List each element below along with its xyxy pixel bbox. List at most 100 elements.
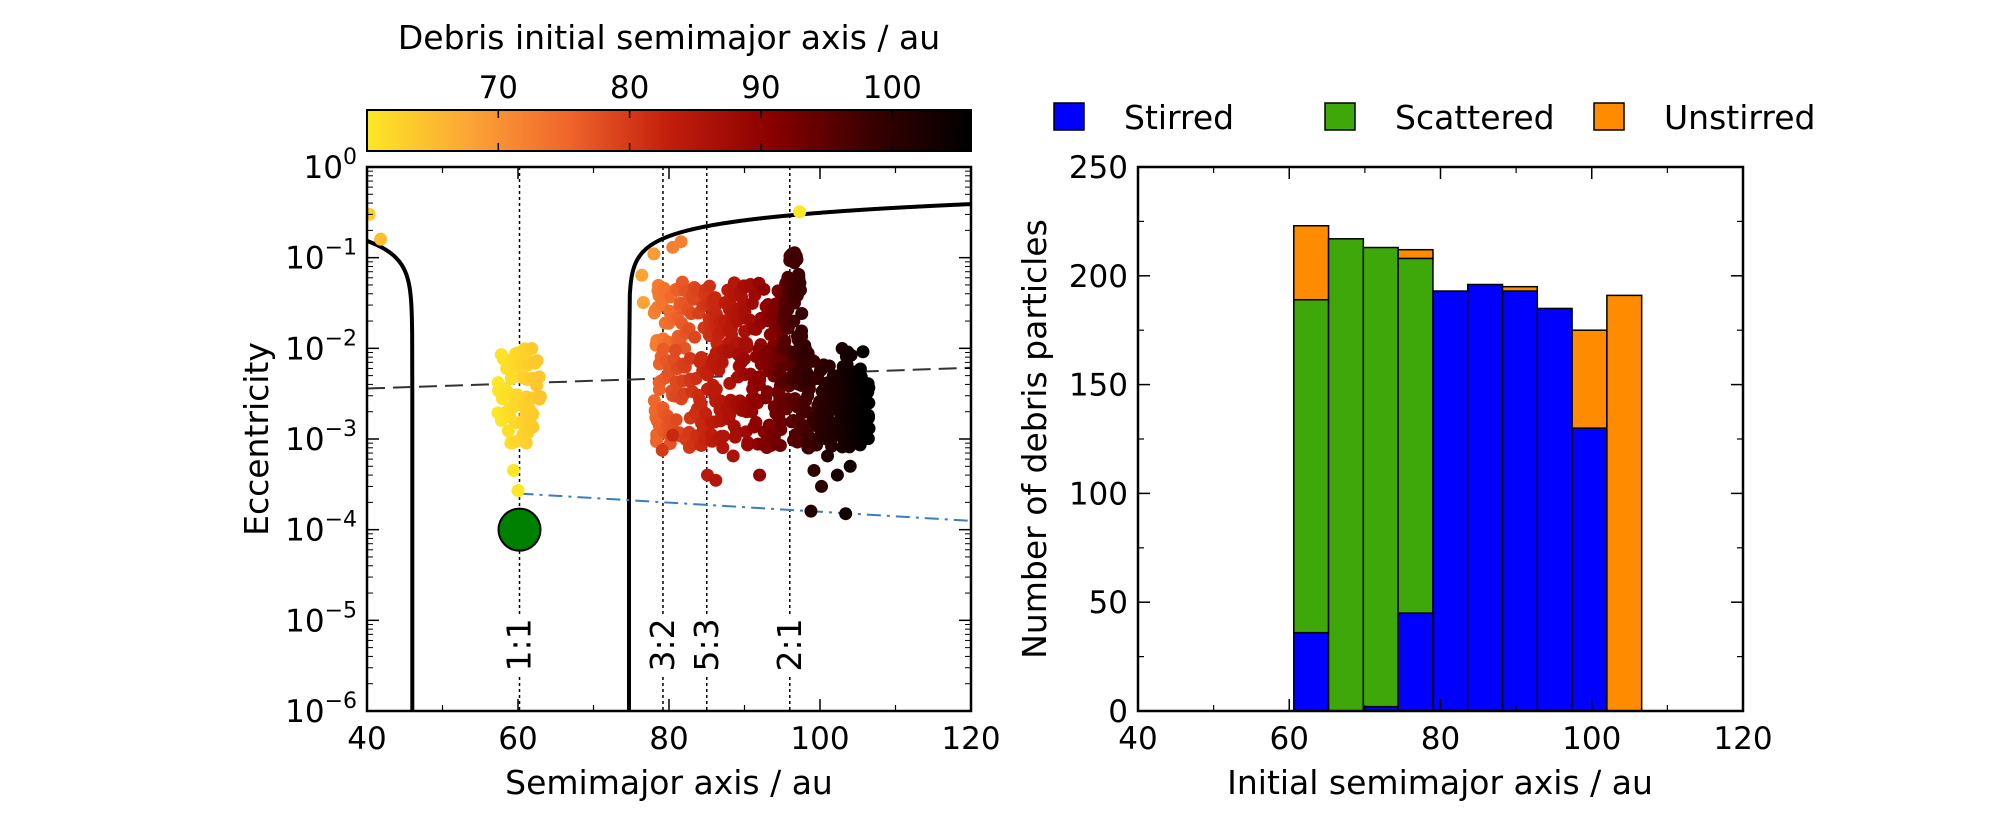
scatter-point [506,463,520,477]
scatter-x-tick-label: 120 [941,721,1000,757]
legend: Stirred Scattered Unstirred [1053,98,1815,137]
scatter-point [861,432,875,446]
scatter-y-tick-label: 10−4 [285,508,357,549]
histogram-y-tick-label: 100 [1069,476,1128,512]
scatter-point [800,346,814,360]
resonance-label: 2:1 [770,618,809,671]
scatter-point [793,283,807,297]
resonance-label-bg [691,615,722,675]
scatter-point [790,253,804,267]
bar-unstirred [1571,329,1608,429]
histogram-x-tick-label: 40 [1118,721,1157,757]
scatter-point [683,352,697,365]
scatter-point [666,428,680,442]
scatter-point [526,420,540,434]
scatter-y-tick-label: 10−1 [285,236,357,277]
resonance-label: 3:2 [643,618,682,671]
legend-swatch-scattered [1324,102,1356,131]
histogram-x-tick-label: 80 [1421,721,1460,757]
scatter-point [730,425,744,439]
bar-stirred [1571,427,1608,711]
bar-stirred [1466,283,1504,711]
colorbar-tick-label: 100 [863,70,922,106]
scatter-point [374,232,388,246]
legend-swatch-unstirred [1593,102,1625,131]
scatter-point [740,340,754,354]
dashdot-reference-line [519,492,971,522]
bar-unstirred [1293,225,1330,301]
scatter-point [795,306,809,320]
scatter-point [853,362,867,376]
scatter-point [749,415,763,429]
scatter-point [862,410,876,424]
scatter-point [635,268,649,282]
scatter-point [716,429,730,443]
scatter-point [504,371,518,385]
scatter-point [716,441,730,455]
scatter-point [843,459,857,473]
scatter-point [709,473,723,487]
scatter-x-tick-label: 80 [649,721,688,757]
histogram-y-axis-label: Number of debris particles [1015,219,1054,659]
scatter-y-tick-label: 100 [304,145,357,186]
scatter-point [668,343,682,357]
histogram-ticks: 40 60 80 100 120 0 50 100 150 200 250 [1069,150,1773,757]
scatter-point [694,350,708,364]
scatter-point [760,385,774,399]
bar-stirred [1432,290,1469,711]
scatter-point [793,205,807,219]
resonance-label-bg [504,615,535,675]
bar-stirred [1536,307,1573,711]
bar-stirred [1397,612,1434,711]
scatter-y-tick-label: 10−3 [285,417,357,458]
scatter-point [821,449,835,463]
histogram-x-axis-label: Initial semimajor axis / au [1227,763,1653,802]
scatter-point [830,468,844,482]
scatter-point [844,348,858,362]
scatter-point [723,407,737,421]
scatter-panel: 1:1 3:2 5:3 2:1 40 60 80 100 120 10−6 10−5 10−4 10−… [237,145,1001,802]
scatter-y-tick-label: 10−6 [285,689,357,730]
scatter-point [532,370,546,384]
histogram-panel: Stirred Scattered Unstirred 40 60 80 100 120 0 5… [1015,98,1815,802]
scatter-y-axis-label: Eccentricity [237,342,276,536]
scatter-point [862,396,876,410]
scatter-point [773,439,787,452]
scatter-point [735,290,749,304]
scatter-point [674,235,688,249]
scatter-point [807,463,821,477]
scatter-point [804,504,818,518]
scatter-point [762,418,776,432]
legend-swatch-stirred [1053,102,1085,131]
bar-stirred [1293,631,1330,711]
scatter-point [753,373,767,387]
bar-unstirred [1397,248,1434,260]
scatter-point [726,449,740,463]
colorbar-tick-label: 90 [741,70,780,106]
scatter-y-tick-label: 10−2 [285,326,357,367]
scatter-point [526,407,540,421]
scatter-point [656,342,670,356]
bar-stirred [1501,290,1539,711]
scatter-point [856,345,870,359]
boundary-curve-left [367,239,415,711]
scatter-x-tick-label: 100 [790,721,849,757]
scatter-y-tick-label: 10−5 [285,598,357,639]
scatter-point [647,394,661,408]
colorbar-tick-label: 70 [479,70,518,106]
resonance-label-bg [647,615,678,675]
scatter-point [839,507,853,521]
histogram-x-tick-label: 100 [1562,721,1621,757]
scatter-point [655,443,669,457]
bar-scattered [1293,298,1330,634]
bar-scattered [1362,246,1399,708]
scatter-point [530,354,544,368]
scatter-point [801,367,814,381]
resonance-label: 1:1 [500,618,539,671]
resonance-label: 5:3 [687,618,726,671]
histogram-y-tick-label: 0 [1108,694,1128,730]
scatter-point [715,355,729,369]
colorbar: Debris initial semimajor axis / au 70 80 9… [366,18,972,152]
scatter-point [800,377,814,391]
